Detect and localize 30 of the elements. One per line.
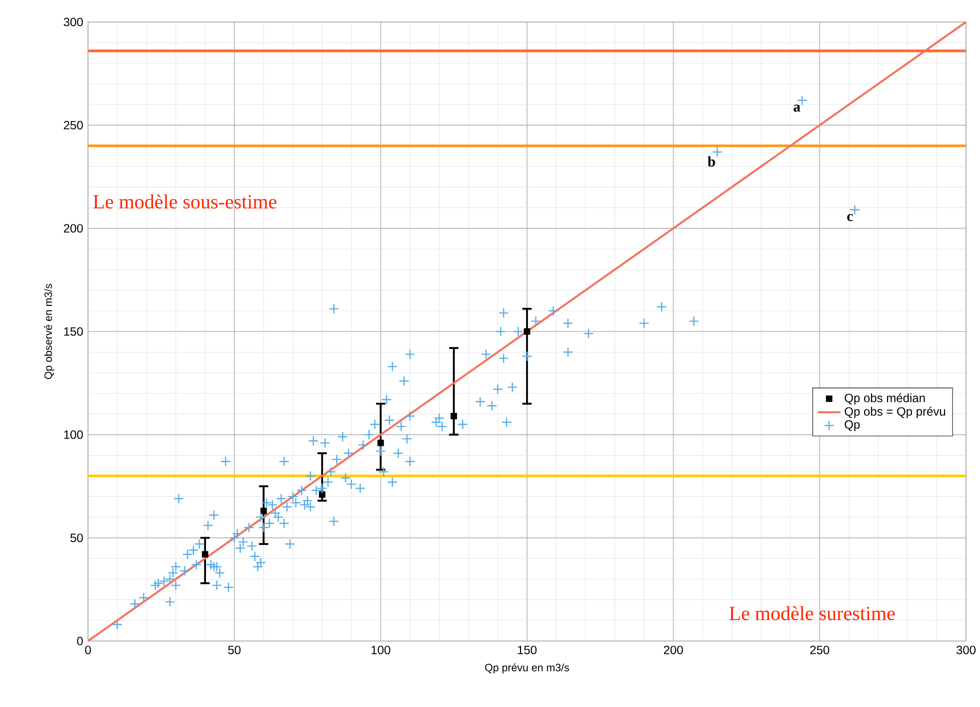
x-axis-title: Qp prévu en m3/s (485, 663, 570, 674)
x-tick-label: 300 (956, 646, 976, 654)
point (318, 491, 326, 498)
x-tick-label: 100 (372, 646, 390, 654)
point (450, 412, 458, 420)
point (260, 508, 267, 514)
y-tick-label: 100 (64, 430, 83, 439)
annotation: a (794, 104, 800, 112)
annotation: c (847, 214, 853, 222)
x-tick-label: 250 (810, 646, 830, 654)
annotation: b (708, 156, 716, 167)
point (377, 440, 384, 446)
x-tick-label: 200 (664, 646, 683, 654)
y-tick-label: 300 (64, 18, 83, 26)
point (524, 328, 530, 335)
y-tick-label: 200 (64, 224, 83, 233)
x-tick-label: 0 (85, 646, 91, 654)
x-tick-label: 150 (518, 646, 537, 654)
annotation: Le modèle sous-estime (93, 194, 276, 209)
legend-label: Qp obs médian (844, 393, 925, 405)
y-axis-title: Qp observé en m3/s (44, 284, 54, 380)
legend-label: Qp obs = Qp prévu (844, 406, 946, 418)
y-tick-label: 50 (70, 534, 83, 542)
legend-label: Qp (844, 420, 860, 432)
point (202, 551, 208, 558)
y-tick-label: 150 (64, 327, 83, 336)
y-tick-label: 250 (64, 120, 83, 130)
y-tick-label: 0 (77, 636, 83, 646)
annotation: Le modèle surestime (729, 606, 895, 620)
x-tick-label: 50 (228, 646, 241, 654)
